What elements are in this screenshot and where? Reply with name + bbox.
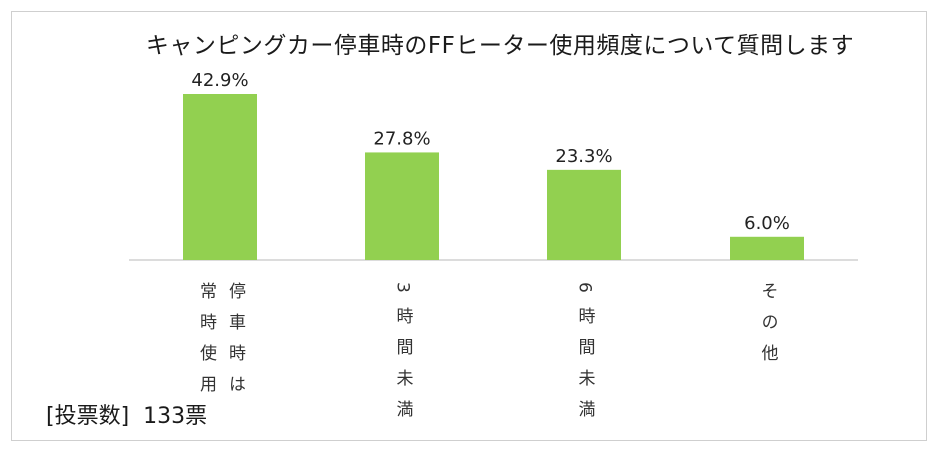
category-label-4: その他: [757, 282, 778, 375]
category-label-3: 6時間未満: [574, 282, 595, 431]
data-label-2: 27.8%: [373, 128, 430, 149]
bar-4: [730, 236, 804, 260]
category-label-1-line-1: 停車時は: [225, 282, 245, 406]
votes-value: 133票: [143, 404, 208, 429]
chart-title: キャンピングカー停車時のFFヒーター使用頻度について質問します: [145, 33, 855, 59]
category-label-1-line-2: 常時使用: [196, 282, 216, 406]
bar-2: [365, 152, 439, 260]
votes-label: [投票数]: [46, 404, 130, 429]
category-label-3-line-1: 6時間未満: [574, 282, 595, 431]
data-label-1: 42.9%: [191, 70, 248, 91]
chart-frame: [11, 11, 927, 441]
bar-3: [547, 169, 621, 260]
category-label-2-line-1: 3時間未満: [392, 282, 413, 431]
category-label-4-line-1: その他: [757, 282, 778, 375]
data-label-3: 23.3%: [555, 146, 612, 167]
data-label-4: 6.0%: [744, 213, 790, 234]
bar-1: [183, 94, 257, 260]
vote-count: [投票数] 133票: [46, 398, 207, 430]
category-label-1: 停車時は 常時使用: [196, 282, 245, 406]
category-label-2: 3時間未満: [392, 282, 413, 431]
